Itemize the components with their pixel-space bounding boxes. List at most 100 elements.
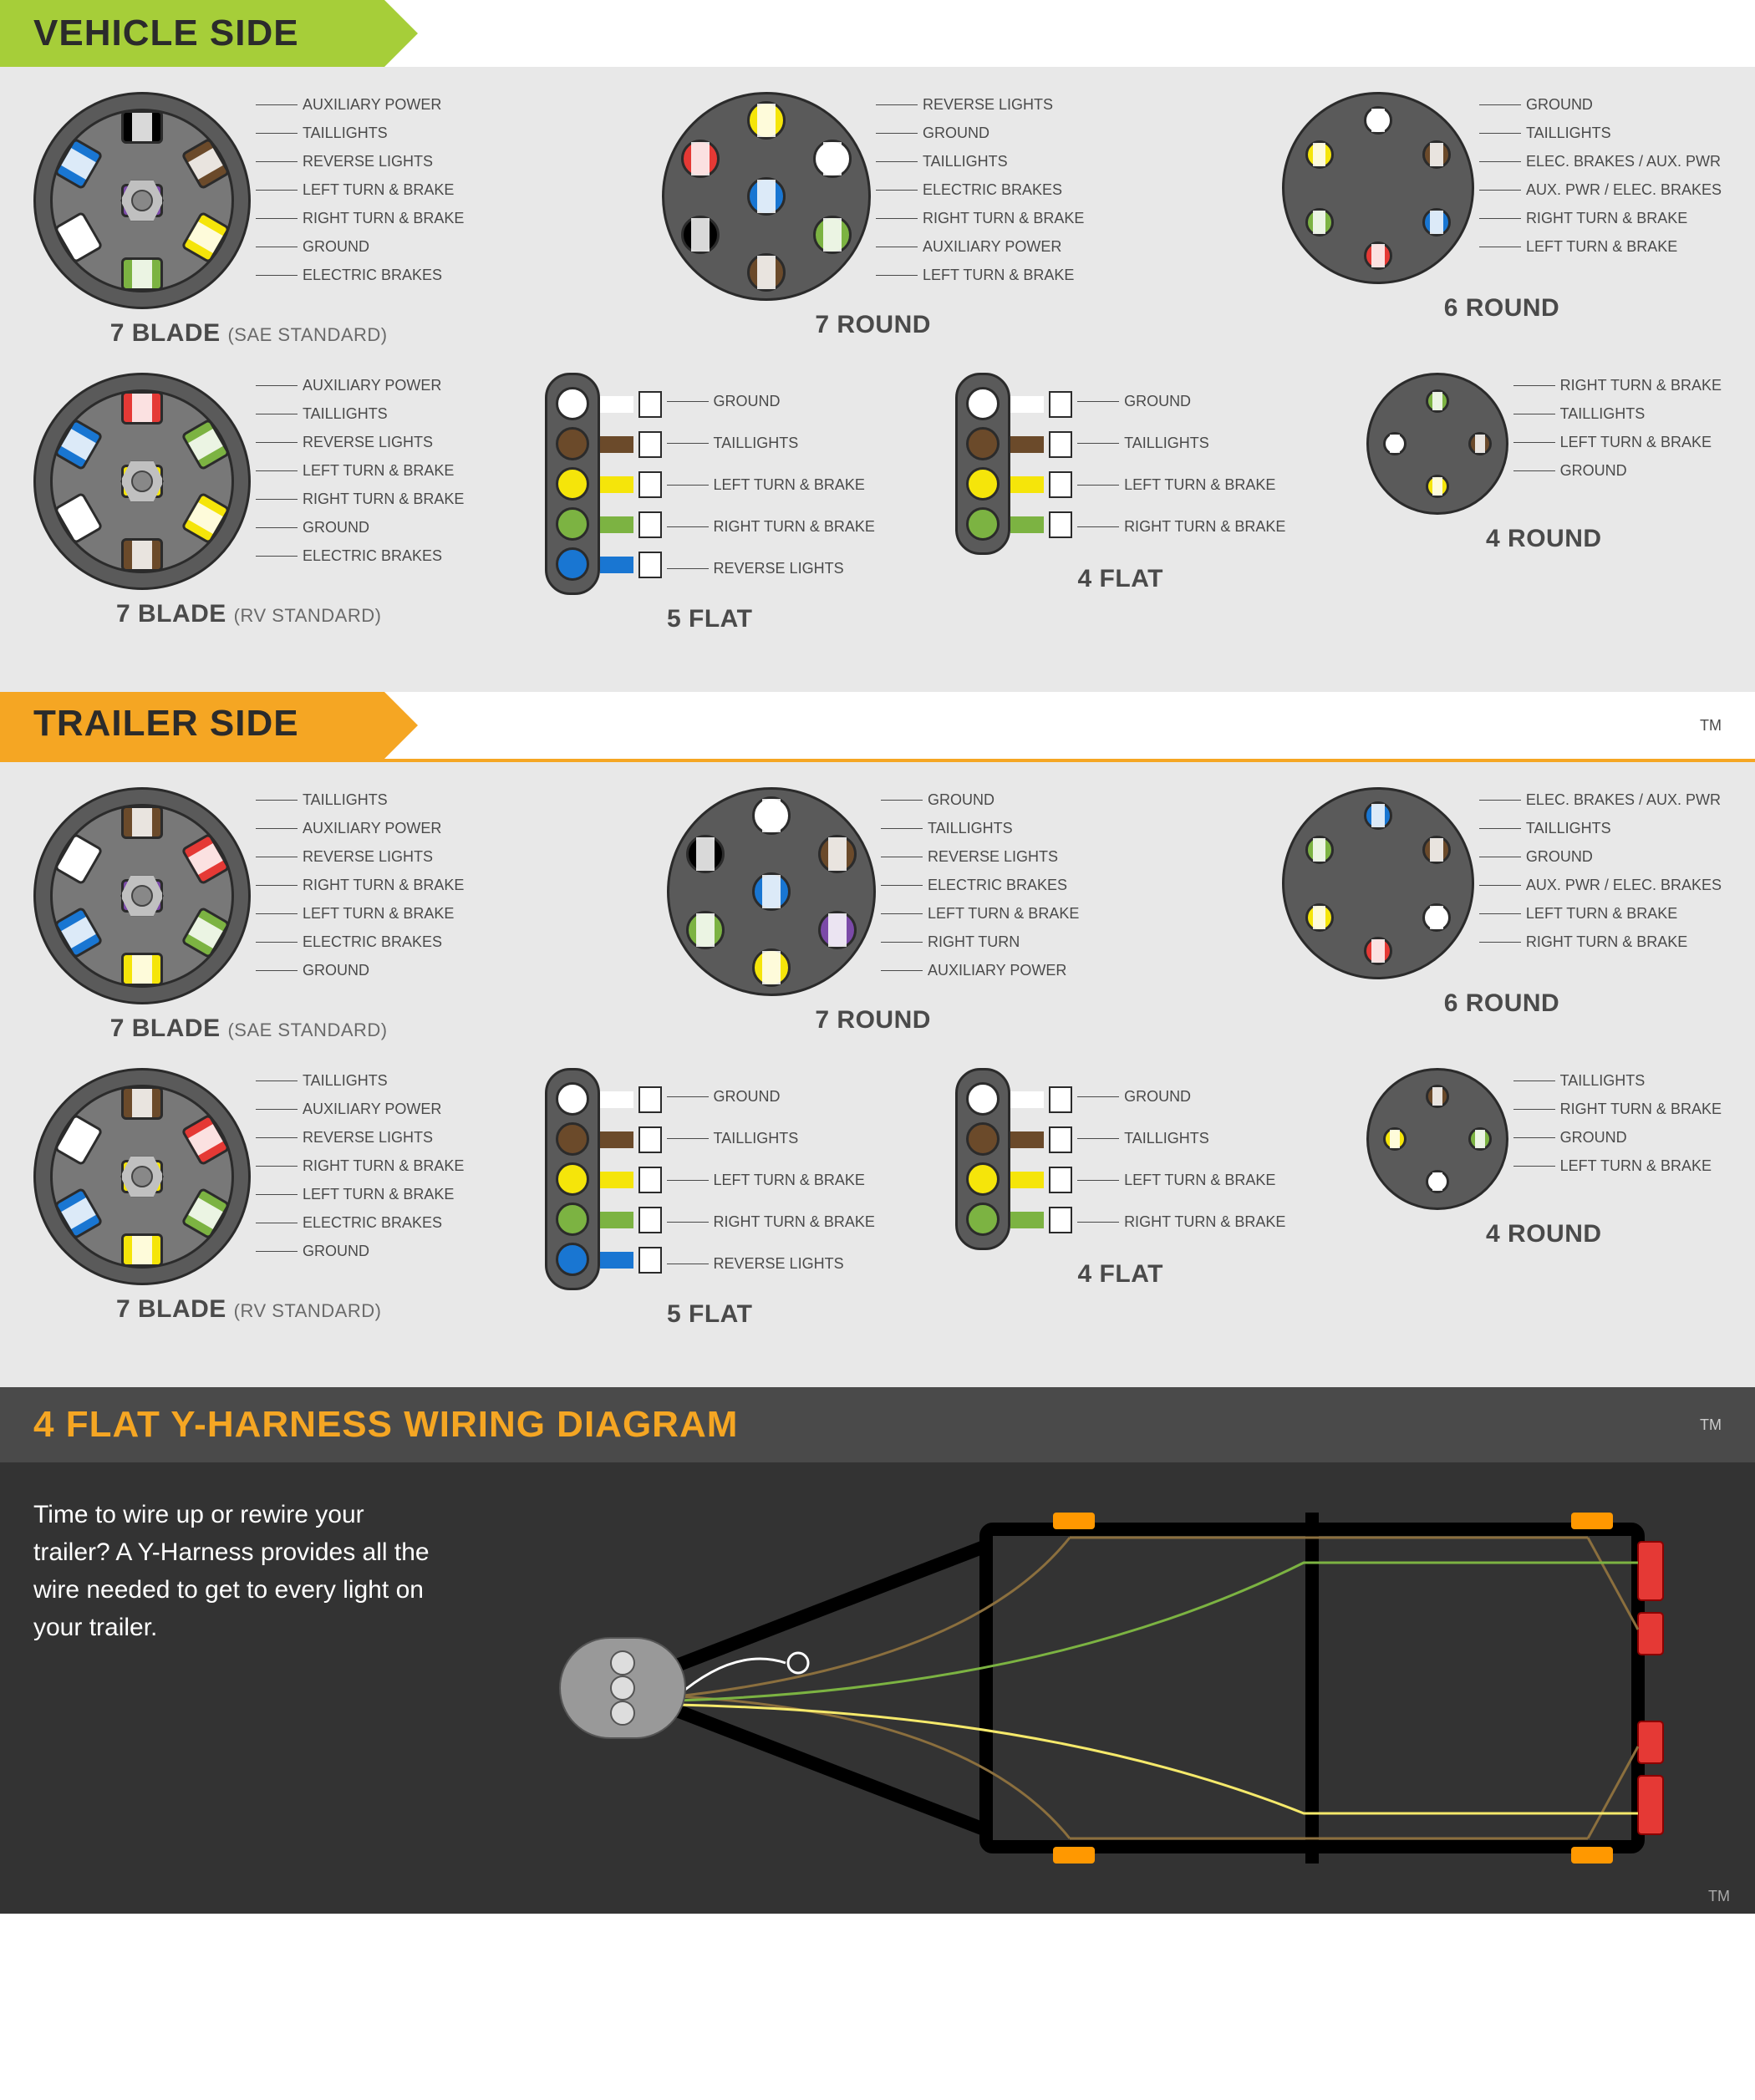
round-pin (813, 216, 852, 254)
flat-pin-row (556, 467, 589, 501)
pin-stripe (1390, 435, 1400, 453)
flat-wires (1010, 373, 1072, 545)
label-text: RIGHT TURN & BRAKE (714, 1213, 875, 1231)
label-text: AUX. PWR / ELEC. BRAKES (1526, 181, 1722, 199)
flat-wires (1010, 1068, 1072, 1240)
label-row: AUXILIARY POWER (256, 816, 464, 841)
blade-slot (121, 257, 163, 291)
label-text: TAILLIGHTS (303, 405, 388, 423)
label-text: RIGHT TURN & BRAKE (303, 491, 464, 508)
label-line (256, 942, 298, 943)
pin-stripe (188, 843, 223, 875)
label-row: GROUND (1077, 384, 1285, 418)
label-line (256, 161, 298, 162)
connector-body: AUXILIARY POWERTAILLIGHTSREVERSE LIGHTSL… (33, 92, 464, 309)
round-pin (1468, 432, 1492, 455)
flat-pin-row (966, 1203, 1000, 1236)
label-text: AUX. PWR / ELEC. BRAKES (1526, 877, 1722, 894)
pin-stripe (61, 148, 96, 180)
label-line (256, 885, 298, 886)
label-row: LEFT TURN & BRAKE (1077, 468, 1285, 501)
pin-stripe (1313, 211, 1325, 234)
label-text: GROUND (303, 238, 369, 256)
label-row: GROUND (1479, 844, 1722, 869)
trailer-section: TRAILER SIDE TM TAILLIGHTSAUXILIARY POWE… (0, 692, 1755, 1387)
label-list: AUXILIARY POWERTAILLIGHTSREVERSE LIGHTSL… (256, 373, 464, 568)
pin-stripe (61, 1124, 96, 1156)
connector-title: 4 ROUND (1486, 525, 1602, 553)
connector-title: 4 ROUND (1486, 1220, 1602, 1248)
round-pin (686, 911, 725, 949)
label-line (881, 913, 923, 914)
blade-slot (121, 1233, 163, 1267)
connector-title: 6 ROUND (1444, 294, 1560, 323)
round-pin (1468, 1127, 1492, 1151)
label-row: TAILLIGHTS (1513, 401, 1722, 426)
label-line (1077, 1096, 1119, 1097)
label-row: RIGHT TURN & BRAKE (256, 206, 464, 231)
flat-pin-row (966, 1122, 1000, 1156)
label-text: RIGHT TURN & BRAKE (1124, 518, 1285, 536)
label-row: REVERSE LIGHTS (256, 1125, 464, 1150)
connector-title: 5 FLAT (667, 1300, 752, 1329)
label-text: TAILLIGHTS (923, 153, 1008, 170)
label-text: ELECTRIC BRAKES (303, 933, 442, 951)
vehicle-section: VEHICLE SIDE AUXILIARY POWERTAILLIGHTSRE… (0, 0, 1755, 692)
label-text: LEFT TURN & BRAKE (714, 1172, 865, 1189)
connector-block: AUXILIARY POWERTAILLIGHTSREVERSE LIGHTSL… (33, 92, 464, 348)
wire-tag-icon (638, 1086, 662, 1113)
pin-stripe (823, 218, 842, 252)
wire-tag-icon (638, 431, 662, 458)
wire-tag-icon (638, 1247, 662, 1274)
label-text: ELECTRIC BRAKES (923, 181, 1062, 199)
connector-body: RIGHT TURN & BRAKETAILLIGHTSLEFT TURN & … (1366, 373, 1722, 515)
label-text: RIGHT TURN & BRAKE (1526, 210, 1687, 227)
pin-stripe (132, 113, 152, 141)
yharness-header: 4 FLAT Y-HARNESS WIRING DIAGRAM (33, 1404, 738, 1446)
wire-tag-icon (638, 511, 662, 538)
label-row: GROUND (256, 515, 464, 540)
label-line (1077, 485, 1119, 486)
label-row: TAILLIGHTS (256, 401, 464, 426)
label-row: TAILLIGHTS (1077, 1121, 1285, 1155)
label-text: REVERSE LIGHTS (303, 848, 433, 866)
pin-stripe (1432, 392, 1442, 410)
blade-slot (121, 538, 163, 572)
wire-right-turn (677, 1563, 1638, 1701)
label-row: TAILLIGHTS (1513, 1068, 1722, 1093)
label-line (1479, 913, 1521, 914)
label-row: AUX. PWR / ELEC. BRAKES (1479, 177, 1722, 202)
blade-connector (33, 92, 251, 309)
tail-light (1638, 1613, 1663, 1655)
label-text: REVERSE LIGHTS (714, 560, 844, 577)
wire-tag-icon (638, 1126, 662, 1153)
label-line (1513, 1166, 1555, 1167)
label-text: LEFT TURN & BRAKE (1526, 238, 1677, 256)
round-pin (752, 948, 791, 987)
label-line (667, 568, 709, 569)
label-text: GROUND (303, 962, 369, 979)
side-reflector (1053, 1847, 1095, 1864)
flat-wire-row (600, 465, 662, 505)
flat-pin-row (556, 507, 589, 541)
round-pin (1426, 389, 1449, 413)
pin-stripe (188, 1124, 223, 1156)
flat-wire (1010, 1091, 1044, 1108)
connector-body: ELEC. BRAKES / AUX. PWRTAILLIGHTSGROUNDA… (1282, 787, 1722, 979)
label-text: AUXILIARY POWER (303, 96, 441, 114)
label-line (667, 443, 709, 444)
flat-pin-icon (611, 1676, 634, 1700)
tm-mark-3: TM (1708, 1888, 1730, 1905)
label-line (876, 133, 918, 134)
label-line (256, 470, 298, 471)
label-row: REVERSE LIGHTS (667, 552, 875, 585)
wire-taillights (677, 1538, 1638, 1838)
flat-wire (600, 436, 633, 453)
trailer-row-2: TAILLIGHTSAUXILIARY POWERREVERSE LIGHTSR… (33, 1068, 1722, 1329)
side-reflector (1053, 1513, 1095, 1529)
label-text: ELEC. BRAKES / AUX. PWR (1526, 791, 1721, 809)
label-text: GROUND (1526, 848, 1593, 866)
label-row: REVERSE LIGHTS (667, 1247, 875, 1280)
flat-wire-row (600, 1080, 662, 1120)
pin-stripe (828, 913, 847, 947)
